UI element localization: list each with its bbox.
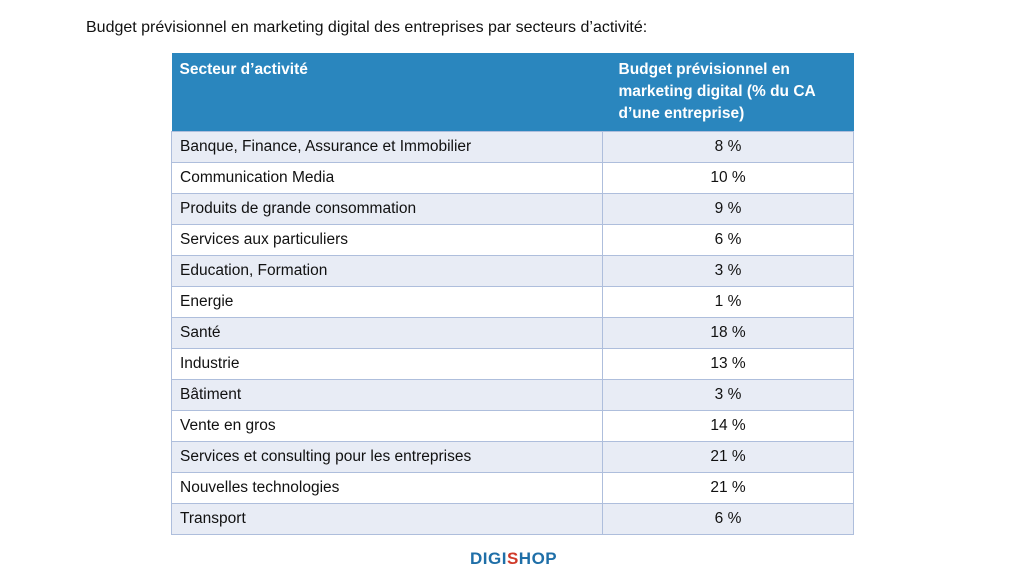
table-row: Nouvelles technologies 21 % bbox=[171, 472, 854, 504]
table-header: Secteur d’activité Budget prévisionnel e… bbox=[171, 53, 854, 132]
sector-cell: Energie bbox=[171, 286, 603, 318]
header-sector: Secteur d’activité bbox=[171, 53, 603, 132]
budget-cell: 18 % bbox=[602, 317, 854, 349]
sector-cell: Produits de grande consommation bbox=[171, 193, 603, 225]
sector-cell: Bâtiment bbox=[171, 379, 603, 411]
table-row: Industrie 13 % bbox=[171, 348, 854, 380]
sector-cell: Vente en gros bbox=[171, 410, 603, 442]
budget-cell: 10 % bbox=[602, 162, 854, 194]
table-row: Santé 18 % bbox=[171, 317, 854, 349]
sector-cell: Nouvelles technologies bbox=[171, 472, 603, 504]
budget-cell: 6 % bbox=[602, 503, 854, 535]
digishop-logo: DIGISHOP bbox=[470, 549, 557, 569]
sector-cell: Services et consulting pour les entrepri… bbox=[171, 441, 603, 473]
budget-cell: 3 % bbox=[602, 379, 854, 411]
sector-cell: Industrie bbox=[171, 348, 603, 380]
logo-text: H bbox=[518, 549, 532, 568]
sector-cell: Communication Media bbox=[171, 162, 603, 194]
sector-cell: Banque, Finance, Assurance et Immobilier bbox=[171, 131, 603, 163]
budget-cell: 21 % bbox=[602, 441, 854, 473]
budget-cell: 13 % bbox=[602, 348, 854, 380]
budget-cell: 3 % bbox=[602, 255, 854, 287]
table-row: Bâtiment 3 % bbox=[171, 379, 854, 411]
table-row: Energie 1 % bbox=[171, 286, 854, 318]
sector-cell: Santé bbox=[171, 317, 603, 349]
table-row: Produits de grande consommation 9 % bbox=[171, 193, 854, 225]
table-row: Communication Media 10 % bbox=[171, 162, 854, 194]
table-row: Vente en gros 14 % bbox=[171, 410, 854, 442]
budget-cell: 8 % bbox=[602, 131, 854, 163]
table-row: Transport 6 % bbox=[171, 503, 854, 535]
budget-cell: 14 % bbox=[602, 410, 854, 442]
sector-cell: Education, Formation bbox=[171, 255, 603, 287]
budget-cell: 6 % bbox=[602, 224, 854, 256]
sector-cell: Transport bbox=[171, 503, 603, 535]
logo-text: DIGI bbox=[470, 549, 507, 568]
logo-text: OP bbox=[531, 549, 558, 568]
table-row: Services et consulting pour les entrepri… bbox=[171, 441, 854, 473]
page-title: Budget prévisionnel en marketing digital… bbox=[86, 19, 648, 36]
table-row: Banque, Finance, Assurance et Immobilier… bbox=[171, 131, 854, 163]
logo-text: S bbox=[506, 549, 519, 568]
table-row: Education, Formation 3 % bbox=[171, 255, 854, 287]
table-row: Services aux particuliers 6 % bbox=[171, 224, 854, 256]
sector-cell: Services aux particuliers bbox=[171, 224, 603, 256]
header-budget: Budget prévisionnel en marketing digital… bbox=[602, 53, 854, 132]
budget-cell: 21 % bbox=[602, 472, 854, 504]
budget-cell: 1 % bbox=[602, 286, 854, 318]
budget-table: Secteur d’activité Budget prévisionnel e… bbox=[171, 53, 854, 535]
budget-cell: 9 % bbox=[602, 193, 854, 225]
